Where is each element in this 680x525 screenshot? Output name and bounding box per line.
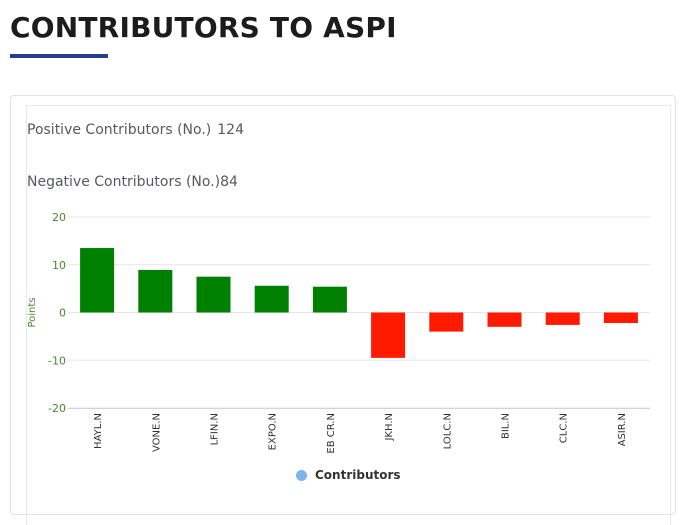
y-tick-label: 20 (52, 211, 66, 224)
chart-legend[interactable]: Contributors (296, 468, 401, 482)
positive-contributors-value: 124 (217, 122, 244, 138)
title-underline (10, 54, 108, 58)
bar-bil-n[interactable] (487, 312, 522, 327)
x-tick-label: LOLC.N (442, 413, 453, 449)
x-tick-label: ASIR.N (617, 413, 628, 446)
page-title: CONTRIBUTORS TO ASPI (10, 11, 397, 44)
bar-lolc-n[interactable] (429, 312, 464, 332)
x-tick-label: EXPO.N (268, 413, 279, 450)
negative-contributors-value: 84 (220, 174, 238, 190)
x-tick-label: CLC.N (559, 413, 570, 443)
legend-label: Contributors (315, 468, 401, 482)
y-tick-label: -10 (48, 354, 66, 367)
bar-hayl-n[interactable] (80, 248, 115, 313)
y-tick-label: 0 (59, 307, 66, 320)
x-tick-label: VONE.N (151, 413, 162, 452)
bar-eb-cr-n[interactable] (312, 286, 347, 313)
legend-dot-icon (296, 469, 307, 481)
negative-contributors-stat: Negative Contributors (No.)84 (27, 174, 238, 190)
bar-jkh-n[interactable] (371, 312, 406, 358)
chart-card-inner (26, 105, 671, 525)
bar-asir-n[interactable] (603, 312, 638, 324)
negative-contributors-label: Negative Contributors (No.) (27, 174, 221, 190)
contributors-bar-chart: 20 10 0 -10 -20 Points HAYL.N VONE.N LFIN.N EXPO.… (27, 211, 650, 454)
x-tick-label: EB CR.N (326, 413, 337, 454)
x-tick-label: HAYL.N (93, 413, 104, 449)
y-tick-label: -20 (48, 402, 66, 415)
x-tick-label: LFIN.N (210, 413, 221, 445)
x-tick-label: JKH.N (384, 413, 395, 442)
x-tick-label: BIL.N (501, 413, 512, 439)
bar-clc-n[interactable] (545, 312, 580, 325)
bar-lfin-n[interactable] (196, 276, 231, 313)
y-axis-title: Points (27, 297, 38, 327)
bar-expo-n[interactable] (254, 285, 289, 313)
bar-vone-n[interactable] (138, 270, 173, 313)
y-tick-label: 10 (52, 259, 66, 272)
positive-contributors-label: Positive Contributors (No.) (27, 122, 212, 138)
positive-contributors-stat: Positive Contributors (No.) 124 (27, 122, 244, 138)
